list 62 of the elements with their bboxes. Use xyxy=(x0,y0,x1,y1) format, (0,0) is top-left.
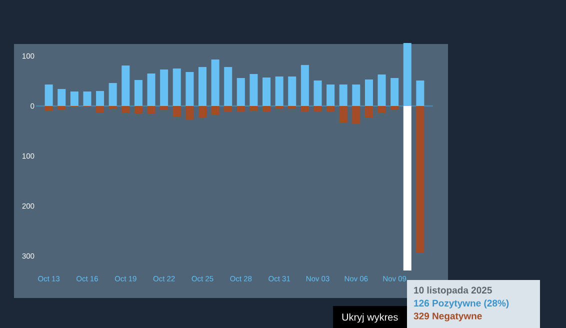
bar xyxy=(378,74,386,106)
bar xyxy=(416,106,424,252)
bar xyxy=(44,106,53,111)
bar xyxy=(160,69,168,106)
bar xyxy=(262,77,271,106)
bar xyxy=(300,106,309,112)
bar xyxy=(108,106,117,109)
bar xyxy=(198,106,206,118)
bar xyxy=(262,106,271,112)
text: 126 Pozytywne (28%) xyxy=(414,300,509,308)
bar xyxy=(352,106,360,124)
bar xyxy=(186,106,194,120)
bar xyxy=(236,78,245,106)
text: 10 listopada 2025 xyxy=(414,286,492,296)
bar xyxy=(250,74,258,106)
bar xyxy=(352,84,360,106)
bar xyxy=(326,84,335,106)
bar xyxy=(160,106,168,110)
bar xyxy=(134,80,142,106)
bar xyxy=(326,106,335,112)
text: Ukryj wykres xyxy=(342,313,398,323)
bar xyxy=(58,106,66,110)
bar xyxy=(416,80,424,106)
bar xyxy=(108,82,117,106)
bar xyxy=(364,106,373,118)
text: 329 Negatywne xyxy=(414,312,482,322)
bar xyxy=(122,106,130,113)
bar xyxy=(70,91,78,106)
bar xyxy=(250,106,258,111)
bar xyxy=(172,68,181,106)
bar xyxy=(172,106,181,117)
bar xyxy=(96,90,104,106)
bar xyxy=(288,106,296,109)
bar xyxy=(339,84,348,106)
bar xyxy=(339,106,348,123)
bar xyxy=(96,106,104,112)
bar xyxy=(314,80,322,106)
bar xyxy=(44,84,53,106)
bar xyxy=(122,65,130,106)
bar xyxy=(314,106,322,112)
bar xyxy=(364,79,373,106)
bar xyxy=(224,106,232,112)
bar xyxy=(211,106,220,115)
bar xyxy=(58,88,66,106)
bar xyxy=(288,76,296,106)
bar xyxy=(83,91,92,106)
bar xyxy=(186,72,194,106)
bar xyxy=(198,66,206,106)
bar xyxy=(378,106,386,113)
bar xyxy=(403,42,412,106)
bar xyxy=(147,73,156,106)
bar xyxy=(300,64,309,106)
bar xyxy=(134,106,142,114)
bar xyxy=(211,59,220,106)
bar xyxy=(403,106,412,270)
bar xyxy=(390,78,399,106)
bar xyxy=(224,66,232,106)
bar xyxy=(390,106,399,110)
bar xyxy=(147,106,156,114)
bar xyxy=(236,106,245,112)
bar xyxy=(275,76,284,106)
bar xyxy=(275,106,284,109)
